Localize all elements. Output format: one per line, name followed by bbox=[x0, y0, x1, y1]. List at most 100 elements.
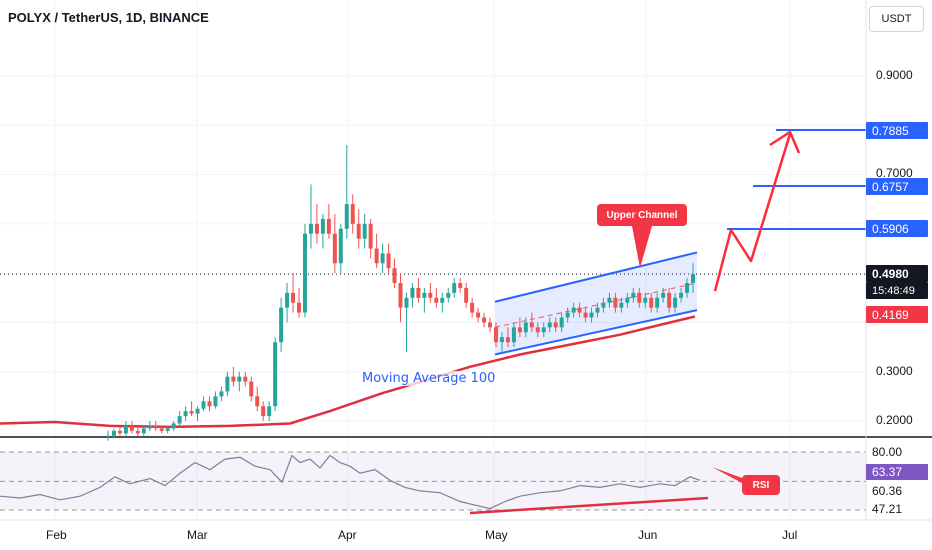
callouts bbox=[597, 204, 780, 495]
candle-body bbox=[243, 376, 248, 382]
candle-body bbox=[404, 297, 409, 308]
candle-body bbox=[350, 204, 355, 224]
currency-button[interactable]: USDT bbox=[869, 6, 924, 32]
candle-body bbox=[183, 411, 188, 417]
candle-body bbox=[368, 223, 373, 249]
candle-body bbox=[482, 317, 487, 323]
rsi-level-high: 80.00 bbox=[872, 445, 903, 459]
candle-body bbox=[488, 322, 493, 328]
candle-body bbox=[344, 204, 349, 229]
channel-lower-line bbox=[494, 309, 698, 356]
candle-body bbox=[189, 411, 194, 414]
rsi-pane bbox=[0, 436, 932, 515]
candle-body bbox=[279, 307, 284, 343]
candle-body bbox=[523, 322, 528, 333]
candle-body bbox=[416, 287, 421, 298]
candle-body bbox=[517, 327, 522, 333]
candle-body bbox=[356, 223, 361, 239]
time-tick: Jun bbox=[638, 528, 658, 542]
candle-body bbox=[213, 396, 218, 407]
candlestick-series bbox=[106, 144, 695, 441]
price-tick: 0.2000 bbox=[876, 413, 913, 427]
candle-body bbox=[308, 223, 313, 234]
candle-body bbox=[123, 425, 128, 434]
candle-body bbox=[625, 297, 630, 303]
price-tick: 0.7000 bbox=[876, 166, 913, 180]
candle-body bbox=[195, 408, 200, 414]
time-tick: Jul bbox=[782, 528, 798, 542]
candle-body bbox=[171, 423, 176, 429]
candle-body bbox=[219, 391, 224, 397]
target-price-tag: 0.5906 bbox=[866, 220, 928, 237]
candle-body bbox=[225, 376, 230, 392]
candle-body bbox=[643, 297, 648, 303]
target-price-tag: 0.6757 bbox=[866, 178, 928, 195]
time-tick: Feb bbox=[46, 528, 67, 542]
candle-body bbox=[249, 381, 254, 397]
candle-body bbox=[583, 312, 588, 318]
candle-body bbox=[261, 406, 266, 417]
candle-body bbox=[231, 376, 236, 382]
candle-body bbox=[673, 297, 678, 308]
candle-body bbox=[541, 327, 546, 333]
candle-body bbox=[410, 287, 415, 298]
candle-body bbox=[607, 297, 612, 303]
candle-body bbox=[637, 292, 642, 303]
candle-body bbox=[589, 312, 594, 318]
candle-body bbox=[332, 233, 337, 264]
candle-body bbox=[273, 342, 278, 407]
candle-body bbox=[267, 406, 272, 417]
candle-body bbox=[553, 322, 558, 328]
candle-body bbox=[661, 292, 666, 298]
candle-body bbox=[458, 282, 463, 288]
rsi-line bbox=[0, 454, 701, 510]
rsi-trendline bbox=[469, 496, 709, 515]
candle-body bbox=[655, 297, 660, 308]
symbol-title: POLYX / TetherUS, 1D, BINANCE bbox=[8, 10, 209, 25]
candle-body bbox=[129, 425, 134, 431]
candle-body bbox=[434, 297, 439, 303]
candle-body bbox=[338, 228, 343, 264]
candle-body bbox=[207, 401, 212, 407]
moving-average-label: Moving Average 100 bbox=[360, 371, 498, 386]
candle-body bbox=[141, 428, 146, 434]
time-tick: May bbox=[485, 528, 508, 542]
upper-channel-callout bbox=[597, 204, 687, 268]
candle-body bbox=[601, 302, 606, 308]
time-tick: Apr bbox=[338, 528, 357, 542]
candle-body bbox=[619, 302, 624, 308]
upper-channel-label: Upper Channel bbox=[606, 209, 678, 221]
candle-body bbox=[386, 253, 391, 269]
candle-body bbox=[201, 401, 206, 409]
candle-body bbox=[547, 322, 552, 328]
rsi-level-low: 47.21 bbox=[872, 502, 903, 516]
candle-body bbox=[559, 317, 564, 328]
candle-body bbox=[452, 282, 457, 293]
candle-body bbox=[499, 337, 504, 343]
rsi-callout bbox=[712, 467, 780, 495]
candle-body bbox=[422, 292, 427, 298]
rsi-current-tag: 63.37 bbox=[866, 464, 928, 480]
candle-body bbox=[159, 428, 164, 431]
candle-body bbox=[494, 327, 499, 343]
candle-body bbox=[505, 337, 510, 343]
candle-body bbox=[476, 312, 481, 318]
candle-body bbox=[374, 248, 379, 264]
candle-body bbox=[571, 307, 576, 313]
candle-body bbox=[565, 312, 570, 318]
candle-body bbox=[362, 223, 367, 239]
candle-body bbox=[255, 396, 260, 407]
axes-frame bbox=[0, 0, 932, 521]
projection-arrowhead bbox=[769, 130, 801, 154]
candle-body bbox=[302, 233, 307, 313]
candle-body bbox=[392, 268, 397, 283]
candle-body bbox=[577, 307, 582, 313]
candle-body bbox=[679, 292, 684, 298]
candle-body bbox=[631, 292, 636, 298]
rsi-value-tag: 60.36 bbox=[872, 484, 903, 498]
candle-body bbox=[326, 218, 331, 234]
candle-body bbox=[667, 292, 672, 308]
candle-body bbox=[297, 302, 302, 313]
support-price-tag: 0.4169 bbox=[866, 306, 928, 323]
